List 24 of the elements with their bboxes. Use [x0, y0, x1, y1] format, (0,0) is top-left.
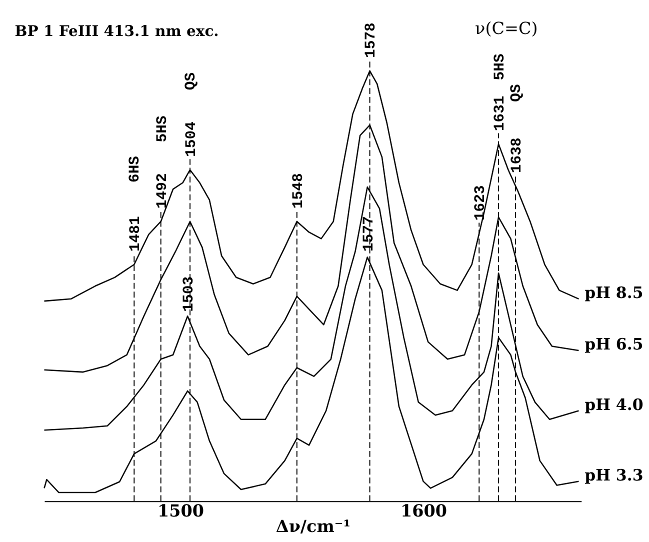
- annotation: 1577: [361, 216, 378, 252]
- ref-line-label: 1578: [364, 22, 380, 58]
- series-label: pH 4.0: [584, 394, 644, 414]
- ref-line-label: 1492: [154, 173, 171, 209]
- annotation: 5HS: [155, 115, 172, 142]
- annotation: 6HS: [128, 156, 144, 183]
- annotation: QS: [509, 84, 526, 102]
- annotation: 1503: [182, 276, 198, 312]
- annotation: 5HS: [492, 54, 508, 80]
- ref-line-label: 1638: [509, 138, 526, 174]
- ref-line-label: 1548: [290, 173, 307, 209]
- series-label: pH 6.5: [584, 334, 644, 354]
- chart-title: BP 1 FeIII 413.1 nm exc.: [14, 23, 219, 40]
- ref-line-label: 1481: [128, 216, 144, 252]
- series-label: pH 8.5: [584, 282, 644, 302]
- series-label: pH 3.3: [584, 465, 644, 484]
- ref-line-label: 1504: [184, 121, 200, 157]
- text: ν(C=C): [475, 18, 538, 38]
- ref-line-label: 1623: [473, 185, 490, 221]
- x-tick-label: 1500: [158, 500, 204, 520]
- ref-line-label: 1631: [492, 96, 508, 132]
- x-axis-title: Δν/cm⁻¹: [276, 516, 351, 536]
- x-tick-label: 1600: [400, 500, 447, 520]
- annotation: QS: [184, 72, 200, 90]
